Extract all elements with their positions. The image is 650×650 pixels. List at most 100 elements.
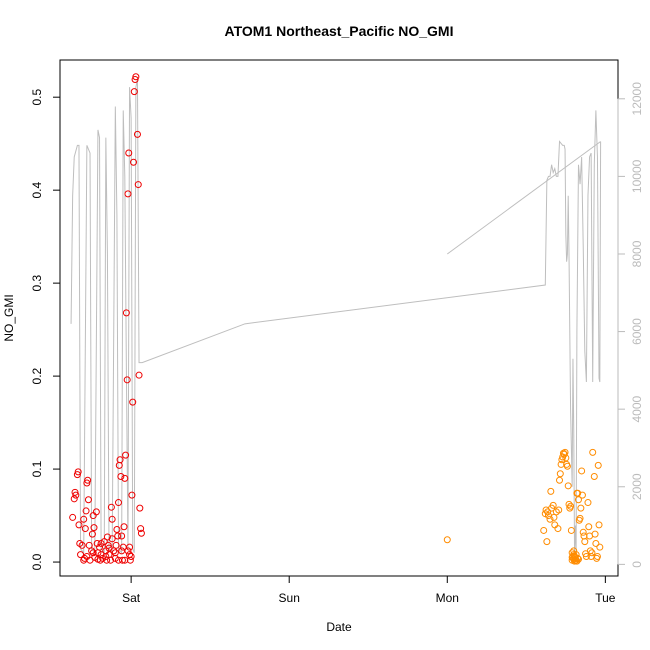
data-point-s0-62 <box>128 491 136 499</box>
data-point-s0-5 <box>74 468 82 476</box>
x-tick-label-0: Sat <box>122 591 141 605</box>
data-point-s0-61 <box>127 552 135 560</box>
y2-tick-label-1: 2000 <box>630 473 644 500</box>
altitude-line-layer <box>70 79 602 555</box>
x-axis-label: Date <box>326 620 352 634</box>
data-point-s0-16 <box>84 496 92 504</box>
data-point-s1-5 <box>544 508 552 516</box>
data-point-s0-46 <box>115 461 123 469</box>
y-tick-label-1: 0.1 <box>30 460 44 477</box>
data-point-s0-20 <box>88 530 96 538</box>
data-point-s1-60 <box>592 539 600 547</box>
data-point-s0-48 <box>117 473 125 481</box>
data-point-s0-39 <box>108 515 116 523</box>
data-point-s1-50 <box>582 552 590 560</box>
data-point-s0-17 <box>85 541 93 549</box>
data-point-s0-3 <box>72 491 80 499</box>
x-tick-label-1: Sun <box>279 591 300 605</box>
data-point-s0-52 <box>120 523 128 531</box>
x-tick-label-2: Mon <box>436 591 459 605</box>
data-point-s0-42 <box>112 541 120 549</box>
data-point-s1-58 <box>590 473 598 481</box>
data-point-s1-59 <box>591 530 599 538</box>
plot-frame <box>59 59 619 577</box>
data-point-s1-15 <box>555 506 563 514</box>
data-point-s0-37 <box>107 556 115 564</box>
data-point-s0-57 <box>124 190 132 198</box>
data-point-s1-51 <box>584 499 592 507</box>
data-point-s1-39 <box>574 489 582 497</box>
data-point-s0-10 <box>80 515 88 523</box>
data-point-s0-72 <box>137 525 145 533</box>
y2-tick-label-2: 4000 <box>630 396 644 423</box>
data-point-s1-1 <box>540 526 548 534</box>
data-point-s0-6 <box>75 521 83 529</box>
data-point-s0-85 <box>121 556 129 564</box>
data-point-s1-52 <box>585 523 593 531</box>
data-point-s0-9 <box>78 541 86 549</box>
data-point-s1-17 <box>556 470 564 478</box>
data-point-s0-14 <box>83 479 91 487</box>
data-point-s1-7 <box>546 515 554 523</box>
data-point-s1-4 <box>543 538 551 546</box>
y2-tick-label-6: 12000 <box>630 82 644 116</box>
data-points-layer <box>69 73 604 565</box>
data-point-s0-53 <box>121 474 129 482</box>
data-point-s1-43 <box>577 504 585 512</box>
y-axis-label: NO_GMI <box>2 294 16 341</box>
data-point-s0-13 <box>82 507 90 515</box>
data-point-s0-64 <box>130 158 137 166</box>
data-point-s0-71 <box>136 504 144 512</box>
data-point-s1-14 <box>554 525 562 533</box>
data-point-s0-24 <box>92 508 100 516</box>
data-point-s1-75 <box>574 554 582 562</box>
data-point-s0-4 <box>73 471 81 479</box>
data-point-s0-68 <box>133 130 141 138</box>
data-point-s0-81 <box>108 535 116 543</box>
data-point-s1-44 <box>578 467 586 475</box>
data-point-s1-32 <box>568 549 576 557</box>
data-point-s0-63 <box>129 398 137 406</box>
data-point-s0-82 <box>111 549 119 557</box>
altitude-line-segment-1 <box>446 141 601 255</box>
data-point-s0-58 <box>125 149 133 157</box>
data-point-s1-26 <box>563 462 571 470</box>
data-point-s1-73 <box>572 556 580 564</box>
data-point-s0-8 <box>77 551 85 559</box>
data-point-s0-84 <box>118 532 126 540</box>
data-point-s1-8 <box>547 487 555 495</box>
data-point-s0-59 <box>126 551 134 559</box>
data-point-s0-80 <box>105 544 113 552</box>
altitude-line-segment-0 <box>70 79 602 555</box>
data-point-s0-22 <box>90 524 98 532</box>
data-point-s1-28 <box>565 500 573 508</box>
data-point-s0-87 <box>126 543 134 551</box>
data-point-s0-38 <box>107 503 115 511</box>
y-tick-label-2: 0.2 <box>30 367 44 384</box>
data-point-s1-42 <box>576 514 584 522</box>
data-point-s1-16 <box>556 476 564 484</box>
data-point-s0-50 <box>118 556 126 564</box>
data-point-s1-56 <box>588 549 596 557</box>
data-point-s0-65 <box>130 88 138 96</box>
y2-tick-label-4: 8000 <box>630 240 644 267</box>
y-tick-label-0: 0.0 <box>30 553 44 570</box>
data-point-s0-0 <box>69 513 77 521</box>
data-point-s0-1 <box>70 495 78 503</box>
data-point-s0-54 <box>122 451 130 459</box>
data-point-s1-46 <box>579 528 587 536</box>
y2-tick-label-3: 6000 <box>630 318 644 345</box>
data-point-s1-0 <box>443 536 451 544</box>
data-point-s1-62 <box>593 552 601 560</box>
data-point-s1-27 <box>564 482 572 490</box>
data-point-s0-43 <box>113 526 121 534</box>
axes-layer: Sat Sun Mon Tue 0.0 0.1 0.2 0.3 0.4 0.5 0 2000 4000 6… <box>30 82 644 605</box>
data-point-s1-64 <box>595 521 603 529</box>
data-point-s0-66 <box>131 76 139 84</box>
x-tick-label-3: Tue <box>595 591 616 605</box>
data-point-s0-73 <box>137 529 145 537</box>
data-point-s1-57 <box>589 448 597 456</box>
data-point-s1-63 <box>594 461 602 469</box>
data-point-s0-2 <box>71 488 79 496</box>
